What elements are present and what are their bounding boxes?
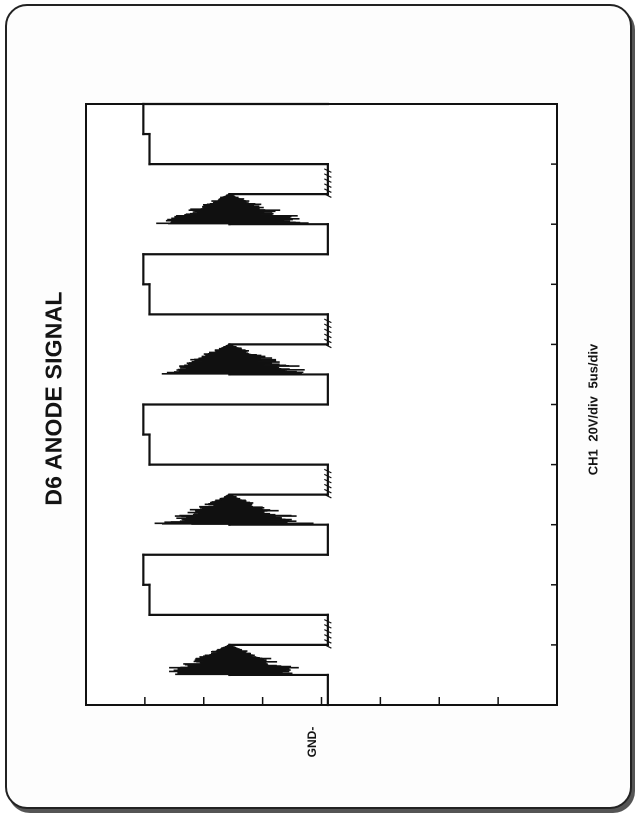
trace-noise-12-0	[324, 343, 332, 349]
trace-noise-17-0	[324, 193, 332, 198]
trace-noise-12-3	[324, 328, 332, 334]
trace-noise-17-2	[324, 183, 332, 188]
trace-noise-2-0	[324, 644, 332, 649]
trace-noise-2-5	[324, 619, 332, 624]
trace-noise-17-3	[324, 178, 332, 183]
trace-noise-12-5	[324, 318, 332, 324]
trace-noise-2-3	[324, 629, 332, 634]
trace-noise-7-2	[324, 483, 332, 489]
trace-noise-2-2	[324, 634, 332, 639]
tick-marks	[144, 163, 557, 705]
signal-trace	[142, 102, 332, 707]
trace-noise-12-1	[324, 338, 332, 344]
trace-noise-7-1	[324, 488, 332, 494]
trace-noise-17-1	[324, 188, 332, 193]
trace-noise-2-1	[324, 639, 332, 644]
trace-noise-7-5	[324, 468, 332, 474]
trace-noise-2-4	[324, 624, 332, 629]
trace-noise-7-3	[324, 478, 332, 484]
trace-noise-17-4	[324, 173, 332, 178]
trace-noise-7-4	[324, 473, 332, 479]
trace-noise-12-4	[324, 323, 332, 329]
trace-noise-12-2	[324, 333, 332, 339]
trace-noise-7-0	[324, 493, 332, 499]
trace-noise-17-5	[324, 168, 332, 173]
